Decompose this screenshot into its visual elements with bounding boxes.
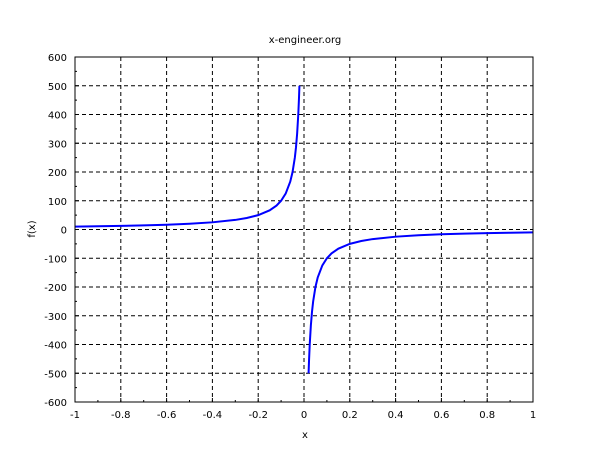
- y-tick-label: 400: [48, 111, 67, 122]
- y-tick-label: -600: [44, 398, 67, 409]
- y-tick-label: -200: [44, 283, 67, 294]
- y-tick-label: -500: [44, 369, 67, 380]
- x-tick-label: 0.4: [388, 410, 404, 421]
- x-tick-label: -0.6: [157, 410, 177, 421]
- y-tick-label: 500: [48, 82, 67, 93]
- x-tick-label: -0.2: [248, 410, 268, 421]
- ticks: -1 -0.8 -0.6 -0.4 -0.2 0 0.2 0.4 0.6 0.8 1 -600 -500…: [44, 53, 536, 421]
- y-tick-label: -100: [44, 254, 67, 265]
- x-tick-label: -0.4: [203, 410, 223, 421]
- y-tick-label: 200: [48, 168, 67, 179]
- y-tick-label: 300: [48, 139, 67, 150]
- chart-title: x-engineer.org: [269, 35, 342, 46]
- y-tick-label: -300: [44, 312, 67, 323]
- y-tick-label: -400: [44, 341, 67, 352]
- x-tick-label: -1: [70, 410, 80, 421]
- x-tick-label: 0.6: [433, 410, 449, 421]
- grid: [75, 57, 533, 402]
- x-tick-label: 0.8: [479, 410, 495, 421]
- plot-frame: [74, 56, 534, 403]
- y-tick-label: 0: [61, 226, 67, 237]
- series-line-1: [307, 231, 534, 374]
- x-tick-label: -0.8: [111, 410, 131, 421]
- y-tick-label: 100: [48, 197, 67, 208]
- series-lines: [74, 85, 534, 374]
- x-axis-label: x: [302, 430, 308, 441]
- x-tick-label: 0.2: [342, 410, 358, 421]
- y-axis-label: f(x): [27, 220, 38, 237]
- x-tick-label: 1: [530, 410, 536, 421]
- series-line-0: [74, 85, 301, 228]
- x-tick-label: 0: [301, 410, 307, 421]
- y-tick-label: 600: [48, 53, 67, 64]
